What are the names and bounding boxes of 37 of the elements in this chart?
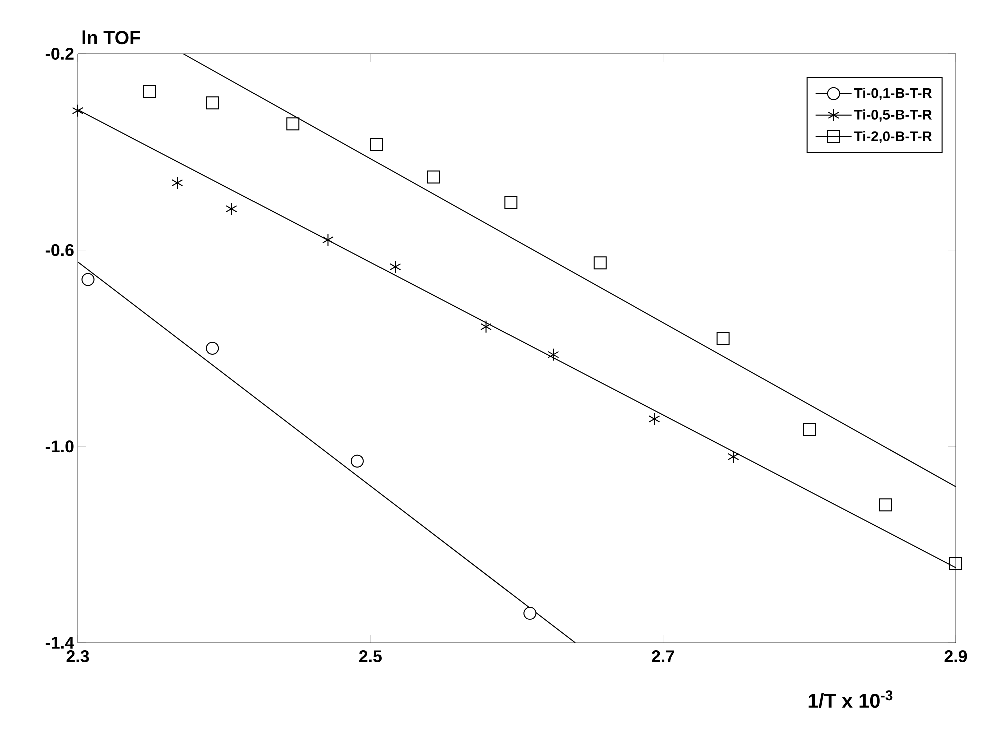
point [950, 557, 963, 570]
legend-label: Ti-2,0-B-T-R [854, 131, 932, 144]
point [390, 260, 402, 274]
point [172, 176, 184, 190]
y-axis-title: ln TOF [82, 30, 140, 45]
x-tick-label: 2.7 [652, 650, 674, 662]
point [803, 422, 816, 436]
point [350, 454, 364, 468]
point [143, 85, 156, 98]
legend-label: Ti-0,5-B-T-R [854, 110, 932, 122]
y-tick-label: -1.0 [46, 440, 74, 453]
y-tick-label: -0.2 [46, 48, 74, 60]
point [286, 118, 300, 131]
x-tick-label: 2.3 [66, 650, 90, 663]
point [370, 138, 384, 152]
x-tick-label: 2.9 [944, 650, 968, 663]
point [594, 256, 607, 270]
point [427, 170, 440, 184]
point [206, 96, 220, 110]
point [548, 348, 560, 362]
point [524, 607, 537, 620]
legend-label: Ti-0,1-B-T-R [854, 88, 932, 100]
y-tick-label: -0.6 [46, 244, 74, 256]
point [480, 320, 492, 334]
point [728, 450, 740, 464]
point [716, 332, 730, 346]
point [322, 234, 334, 247]
point [504, 196, 518, 210]
point [206, 342, 220, 355]
point [226, 202, 238, 216]
point [72, 104, 84, 118]
point [879, 498, 892, 512]
x-tick-label: 2.5 [359, 650, 382, 663]
point [648, 412, 660, 426]
y-tick-label: -1.4 [46, 637, 74, 649]
point [82, 273, 95, 286]
x-axis-title: 1/T x 10$^{-3}$ [808, 690, 893, 708]
